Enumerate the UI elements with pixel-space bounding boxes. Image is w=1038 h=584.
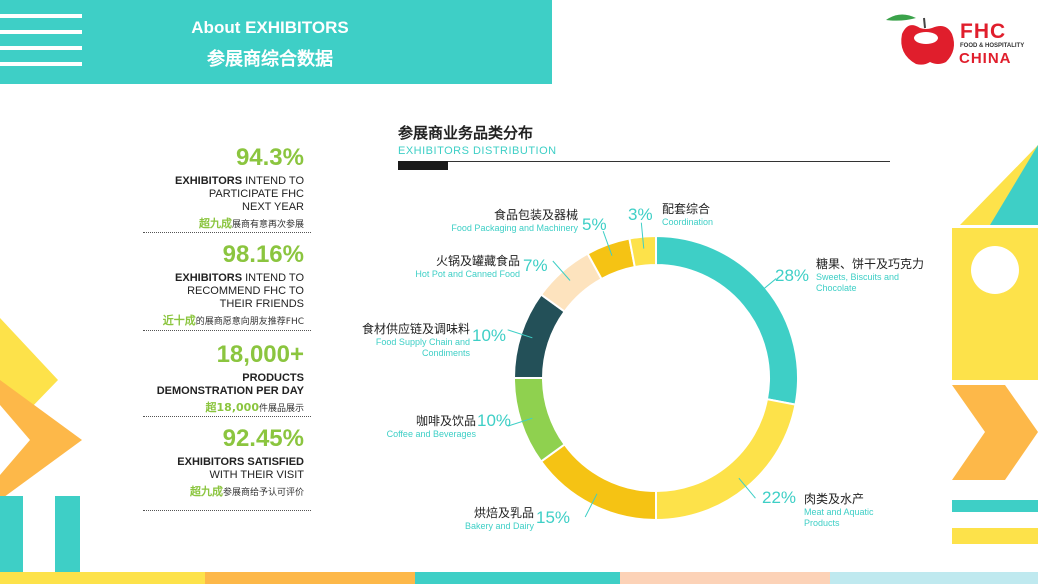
slice-pct-bakery: 15% [536, 508, 571, 527]
leader-line [507, 417, 533, 427]
slice-pct-coffee: 10% [477, 411, 512, 430]
leader-line [738, 477, 756, 499]
stat-block: 18,000+ PRODUCTS DEMONSTRATION PER DAY 超… [140, 342, 304, 415]
header-stripe [0, 62, 82, 66]
slice-label-packaging: 食品包装及器械 Food Packaging and Machinery [451, 208, 578, 233]
stat-value: 94.3% [235, 144, 304, 171]
stat-description: EXHIBITORS SATISFIED WITH THEIR VISIT [177, 456, 304, 481]
apple-icon [886, 14, 954, 65]
stat-block: 92.45% EXHIBITORS SATISFIED WITH THEIR V… [140, 426, 304, 499]
logo-country: CHINA [959, 50, 1012, 67]
stat-description: EXHIBITORS INTEND TO RECOMMEND FHC TO TH… [175, 272, 304, 310]
slice-label-meat: 肉类及水产 Meat and Aquatic Products [804, 492, 874, 528]
slice-label-supply: 食材供应链及调味料 Food Supply Chain and Condimen… [361, 322, 470, 358]
stat-cn-note: 近十成的展商愿意向朋友推荐FHC [162, 314, 304, 328]
slice-pct-coordination: 3% [628, 205, 653, 224]
divider [143, 416, 311, 417]
slice-pct-supply: 10% [472, 326, 507, 345]
divider [143, 510, 311, 511]
chart-title: 参展商业务品类分布 [398, 124, 534, 142]
leader-line [602, 231, 613, 256]
chart-subtitle: EXHIBITORS DISTRIBUTION [398, 145, 557, 157]
slice-label-hotpot: 火锅及罐藏食品 Hot Pot and Canned Food [415, 254, 520, 279]
leader-line [507, 329, 533, 339]
header-stripe [0, 14, 82, 18]
fhc-logo: FHC FOOD & HOSPITALITY CHINA [880, 10, 1030, 70]
slice-label-coffee: 咖啡及饮品 Coffee and Beverages [386, 414, 476, 439]
stat-cn-note: 超18,000件展品展示 [205, 401, 304, 415]
leader-line [552, 260, 571, 281]
logo-tagline: FOOD & HOSPITALITY [960, 43, 1025, 49]
slice-pct-meat: 22% [762, 488, 797, 507]
page-title-cn: 参展商综合数据 [207, 49, 333, 70]
stat-description: PRODUCTS DEMONSTRATION PER DAY [156, 372, 304, 397]
slice-label-coordination: 配套综合 Coordination [662, 202, 714, 227]
slice-pct-packaging: 5% [582, 215, 607, 234]
donut-slice [628, 234, 657, 269]
stat-value: 18,000+ [216, 341, 304, 368]
slice-label-sweets: 糖果、饼干及巧克力 Sweets, Biscuits and Chocolate [816, 257, 925, 293]
logo-brand: FHC [960, 20, 1007, 43]
leader-line [640, 222, 645, 249]
leader-line [584, 493, 598, 518]
divider [143, 232, 311, 233]
header-stripe [0, 30, 82, 34]
header-band [0, 0, 552, 84]
stat-cn-note: 超九成展商有意再次参展 [198, 217, 304, 231]
stat-block: 98.16% EXHIBITORS INTEND TO RECOMMEND FH… [140, 242, 304, 328]
stat-value: 92.45% [222, 425, 304, 452]
stat-cn-note: 超九成参展商给予认可评价 [189, 485, 304, 499]
stat-description: EXHIBITORS INTEND TO PARTICIPATE FHC NEX… [175, 175, 304, 213]
header-stripe [0, 46, 82, 50]
page-title-en: About EXHIBITORS [191, 18, 349, 37]
slice-label-bakery: 烘焙及乳品 Bakery and Dairy [464, 506, 534, 531]
chart-title-rule [398, 161, 890, 162]
slice-pct-hotpot: 7% [523, 256, 548, 275]
donut-slice [655, 234, 799, 406]
slice-pct-sweets: 28% [775, 266, 810, 285]
leader-line [755, 278, 777, 296]
stat-block: 94.3% EXHIBITORS INTEND TO PARTICIPATE F… [140, 145, 304, 231]
chart-title-accent [398, 161, 448, 170]
stat-value: 98.16% [222, 241, 304, 268]
divider [143, 330, 311, 331]
donut-slice [512, 377, 566, 463]
